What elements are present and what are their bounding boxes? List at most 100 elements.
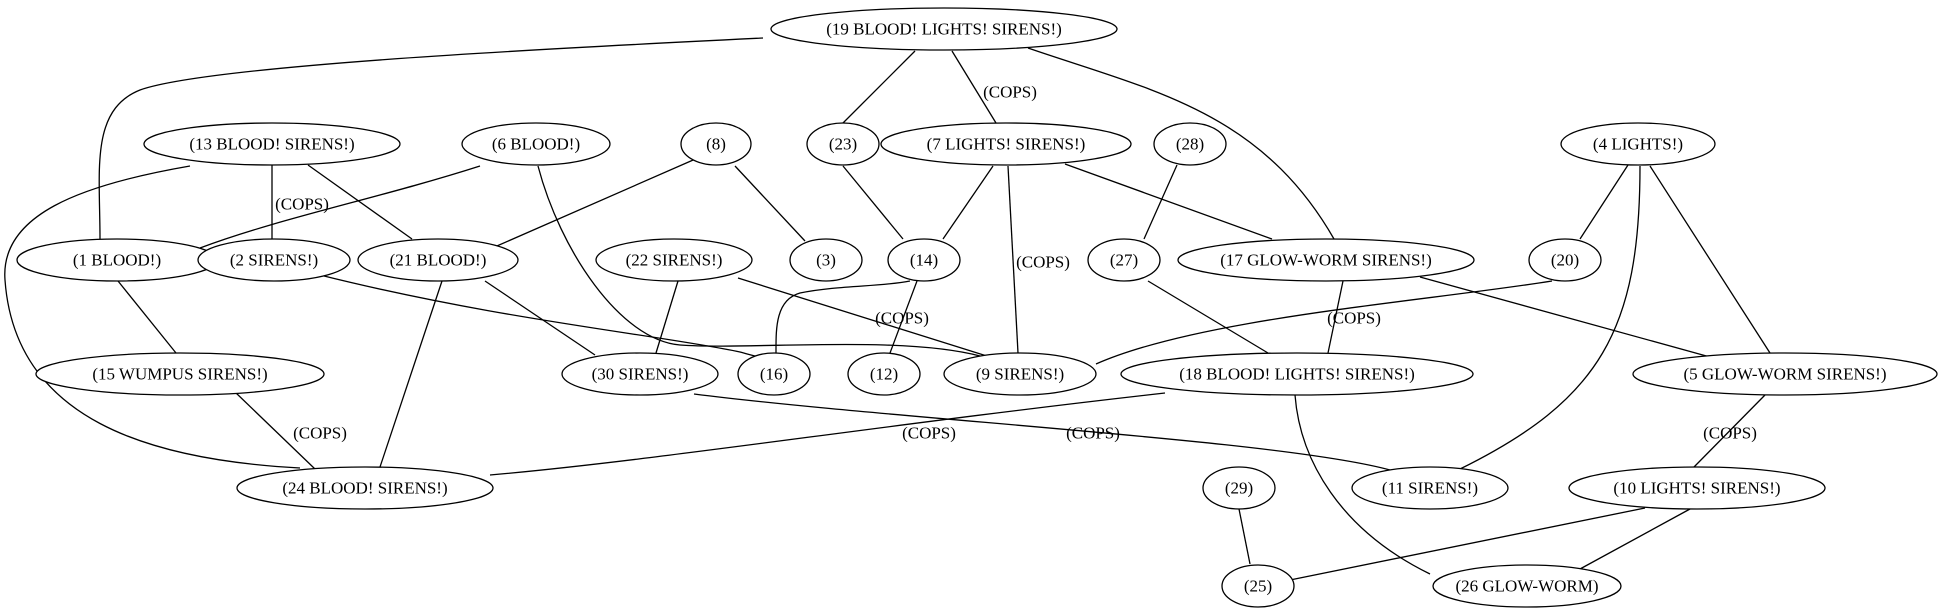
node-label: (23) bbox=[829, 135, 857, 154]
node-label: (5 GLOW-WORM SIRENS!) bbox=[1683, 365, 1886, 384]
node-1: (1 BLOOD!) bbox=[16, 238, 218, 282]
node-30: (30 SIRENS!) bbox=[561, 352, 719, 396]
edge-n10-n26 bbox=[1579, 508, 1691, 570]
edge-n13-n21 bbox=[307, 164, 413, 240]
node-7: (7 LIGHTS! SIRENS!) bbox=[880, 122, 1132, 166]
node-ellipse bbox=[680, 122, 752, 166]
node-19: (19 BLOOD! LIGHTS! SIRENS!) bbox=[770, 7, 1118, 51]
edge-n23-n14 bbox=[842, 165, 904, 240]
node-ellipse bbox=[197, 238, 351, 282]
node-label: (17 GLOW-WORM SIRENS!) bbox=[1220, 251, 1432, 270]
node-label: (29) bbox=[1225, 479, 1253, 498]
node-ellipse bbox=[1568, 466, 1826, 510]
node-2: (2 SIRENS!) bbox=[197, 238, 351, 282]
edge-n14-n16 bbox=[775, 280, 911, 354]
edge-label: (COPS) bbox=[875, 309, 929, 328]
node-17: (17 GLOW-WORM SIRENS!) bbox=[1177, 238, 1475, 282]
edge-n17-n18 bbox=[1327, 280, 1344, 354]
node-ellipse bbox=[1632, 352, 1938, 396]
edge-label: (COPS) bbox=[902, 424, 956, 443]
node-ellipse bbox=[806, 122, 880, 166]
edge-n21-n30 bbox=[484, 280, 596, 356]
edge-n1-n15 bbox=[117, 280, 177, 354]
edge-layer bbox=[4, 37, 1771, 581]
edge-label: (COPS) bbox=[1327, 309, 1381, 328]
edge-n19-n7 bbox=[951, 50, 997, 124]
edge-label-layer: (COPS) (COPS) (COPS) (COPS) (COPS) (COPS) (COP… bbox=[275, 83, 1757, 443]
edge-n27-n18 bbox=[1147, 280, 1269, 354]
node-8: (8) bbox=[680, 122, 752, 166]
node-ellipse bbox=[943, 352, 1097, 396]
edge-n17-n5 bbox=[1419, 276, 1711, 358]
node-21: (21 BLOOD!) bbox=[357, 238, 519, 282]
node-28: (28) bbox=[1153, 122, 1227, 166]
edge-label: (COPS) bbox=[275, 195, 329, 214]
edge-n2-n16 bbox=[319, 274, 775, 360]
edge-n30-n11 bbox=[693, 393, 1391, 471]
node-label: (12) bbox=[870, 365, 898, 384]
node-10: (10 LIGHTS! SIRENS!) bbox=[1568, 466, 1826, 510]
node-label: (1 BLOOD!) bbox=[73, 251, 161, 270]
node-ellipse bbox=[789, 238, 863, 282]
node-ellipse bbox=[1432, 564, 1622, 608]
edge-n19-n23 bbox=[842, 50, 916, 124]
edge-n14-n12 bbox=[889, 280, 918, 354]
node-ellipse bbox=[357, 238, 519, 282]
node-13: (13 BLOOD! SIRENS!) bbox=[143, 122, 401, 166]
edge-n29-n25 bbox=[1238, 508, 1251, 565]
edge-n20-n9 bbox=[1095, 280, 1553, 365]
node-ellipse bbox=[847, 352, 921, 396]
node-4: (4 LIGHTS!) bbox=[1560, 122, 1716, 166]
node-ellipse bbox=[770, 7, 1118, 51]
edge-n15-n24 bbox=[234, 391, 316, 470]
edge-label: (COPS) bbox=[293, 424, 347, 443]
node-24: (24 BLOOD! SIRENS!) bbox=[236, 466, 494, 510]
node-label: (19 BLOOD! LIGHTS! SIRENS!) bbox=[826, 20, 1062, 39]
node-9: (9 SIRENS!) bbox=[943, 352, 1097, 396]
node-label: (7 LIGHTS! SIRENS!) bbox=[927, 135, 1086, 154]
node-27: (27) bbox=[1087, 238, 1161, 282]
edge-n8-n21 bbox=[489, 156, 701, 250]
node-ellipse bbox=[880, 122, 1132, 166]
node-ellipse bbox=[1221, 564, 1295, 608]
node-label: (22 SIRENS!) bbox=[626, 251, 723, 270]
edge-n8-n3 bbox=[734, 165, 806, 242]
node-ellipse bbox=[1153, 122, 1227, 166]
node-ellipse bbox=[1087, 238, 1161, 282]
node-label: (4 LIGHTS!) bbox=[1593, 135, 1683, 154]
node-ellipse bbox=[1202, 466, 1276, 510]
node-ellipse bbox=[236, 466, 494, 510]
node-label: (3) bbox=[816, 251, 836, 270]
node-ellipse bbox=[35, 352, 325, 396]
node-20: (20) bbox=[1528, 238, 1602, 282]
edge-n6-n9 bbox=[537, 165, 981, 357]
node-label: (16) bbox=[760, 365, 788, 384]
node-label: (13 BLOOD! SIRENS!) bbox=[189, 135, 354, 154]
edge-n21-n24 bbox=[379, 280, 443, 468]
edge-n7-n14 bbox=[942, 165, 994, 240]
edge-n28-n27 bbox=[1143, 164, 1178, 240]
edge-label: (COPS) bbox=[983, 83, 1037, 102]
edge-n4-n20 bbox=[1579, 164, 1629, 240]
node-label: (25) bbox=[1244, 577, 1272, 596]
node-18: (18 BLOOD! LIGHTS! SIRENS!) bbox=[1120, 352, 1474, 396]
edge-n19-n1 bbox=[98, 37, 764, 240]
edge-label: (COPS) bbox=[1066, 424, 1120, 443]
edge-n4-n5 bbox=[1649, 165, 1771, 354]
node-ellipse bbox=[1120, 352, 1474, 396]
node-label: (26 GLOW-WORM) bbox=[1455, 577, 1598, 596]
edge-n18-n24 bbox=[489, 392, 1166, 476]
node-22: (22 SIRENS!) bbox=[595, 238, 753, 282]
edge-n10-n25 bbox=[1289, 507, 1646, 581]
node-ellipse bbox=[1177, 238, 1475, 282]
node-ellipse bbox=[1351, 466, 1509, 510]
node-label: (21 BLOOD!) bbox=[390, 251, 487, 270]
node-12: (12) bbox=[847, 352, 921, 396]
node-23: (23) bbox=[806, 122, 880, 166]
edge-n22-n30 bbox=[655, 280, 679, 354]
edge-n13-n24 bbox=[4, 165, 301, 469]
node-ellipse bbox=[143, 122, 401, 166]
node-11: (11 SIRENS!) bbox=[1351, 466, 1509, 510]
node-3: (3) bbox=[789, 238, 863, 282]
